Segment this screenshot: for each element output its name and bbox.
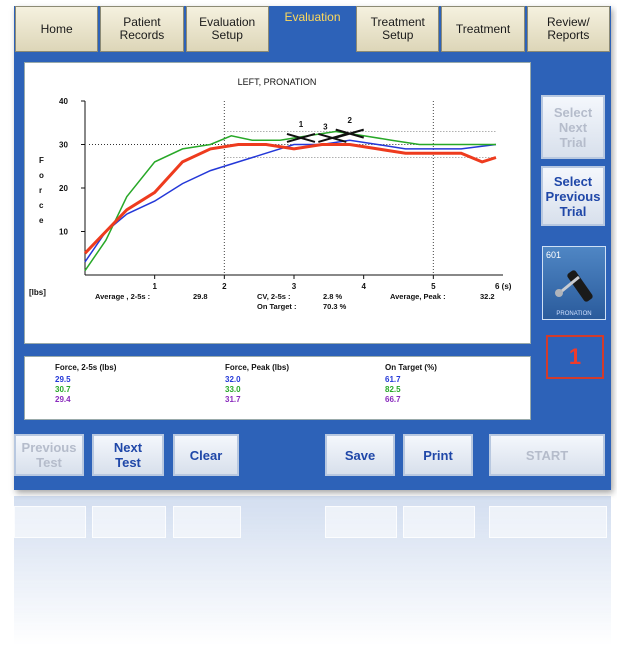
y-axis-label: o: [39, 171, 44, 180]
results-cell: 82.5: [385, 385, 401, 394]
trial-number-display: 1: [546, 335, 604, 379]
results-cell: 30.7: [55, 385, 71, 394]
tab-patient-records-label: Patient Records: [119, 15, 165, 42]
peak-label: 2: [348, 116, 353, 125]
stat-average-value: 29.8: [193, 292, 208, 301]
tab-home-label: Home: [40, 21, 73, 36]
stat-peak-label: Average, Peak :: [390, 292, 446, 301]
stat-on-target-label: On Target :: [257, 302, 296, 311]
y-axis-unit: [lbs]: [29, 288, 46, 297]
select-previous-trial-button[interactable]: Select Previous Trial: [541, 166, 605, 226]
force-series-line: [83, 143, 497, 255]
results-table: Force, 2-5s (lbs) Force, Peak (lbs) On Tar…: [55, 363, 437, 404]
x-tick-label: 5: [431, 282, 436, 291]
reflection-shape: [14, 506, 86, 538]
next-test-button[interactable]: Next Test: [92, 434, 164, 476]
tab-evaluation-setup-label: Evaluation Setup: [199, 15, 256, 42]
y-tick-label: 30: [59, 141, 68, 150]
y-axis-label: e: [39, 216, 44, 225]
chart-title: LEFT, PRONATION: [238, 77, 317, 87]
tab-treatment[interactable]: Treatment: [441, 6, 525, 52]
select-next-trial-label: Select Next Trial: [553, 104, 593, 150]
x-axis-unit: 6 (s): [495, 282, 512, 291]
reflection-shape: [173, 506, 241, 538]
tab-review-reports-label: Review/ Reports: [546, 15, 590, 42]
results-cell: 31.7: [225, 395, 241, 404]
reflection-shape: [92, 506, 166, 538]
tab-review-reports[interactable]: Review/ Reports: [526, 6, 610, 52]
results-cell: 33.0: [225, 385, 241, 394]
trial-thumbnail-caption: PRONATION: [556, 311, 592, 317]
tab-treatment-setup-label: Treatment Setup: [370, 15, 425, 42]
stat-cv-value: 2.8 %: [323, 292, 343, 301]
y-tick-label: 10: [59, 228, 68, 237]
reflection-shape: [325, 506, 397, 538]
stat-peak-value: 32.2: [480, 292, 495, 301]
start-button[interactable]: START: [489, 434, 605, 476]
start-label: START: [525, 447, 569, 463]
y-axis-label: c: [39, 201, 44, 210]
print-button[interactable]: Print: [403, 434, 473, 476]
app-window: Home Patient Records Evaluation Setup Ev…: [14, 6, 611, 490]
save-button[interactable]: Save: [325, 434, 395, 476]
tab-home[interactable]: Home: [15, 6, 99, 52]
peak-marker: [318, 133, 347, 143]
tab-evaluation-setup[interactable]: Evaluation Setup: [185, 6, 269, 52]
reflection-shape: [489, 506, 607, 538]
y-axis-label: r: [39, 186, 42, 195]
reflection-shape: [403, 506, 475, 538]
select-previous-trial-label: Select Previous Trial: [545, 173, 601, 219]
tab-treatment-setup[interactable]: Treatment Setup: [356, 6, 440, 52]
trial-thumbnail[interactable]: 601 PRONATION: [542, 246, 606, 320]
x-tick-label: 3: [292, 282, 297, 291]
results-cell: 66.7: [385, 395, 401, 404]
previous-test-button[interactable]: Previous Test: [14, 434, 84, 476]
select-next-trial-button[interactable]: Select Next Trial: [541, 95, 605, 159]
stat-average-label: Average , 2-5s :: [95, 292, 150, 301]
trial-thumbnail-id: 601: [546, 250, 562, 260]
previous-test-label: Previous Test: [21, 440, 77, 470]
peak-marker: [286, 133, 316, 143]
main-tabs: Home Patient Records Evaluation Setup Ev…: [14, 6, 611, 52]
x-tick-label: 1: [152, 282, 157, 291]
save-label: Save: [344, 447, 376, 463]
results-cell: 29.5: [55, 375, 71, 384]
clear-label: Clear: [189, 447, 223, 463]
peak-label: 1: [299, 120, 304, 129]
results-summary: Force, 2-5s (lbs) Force, Peak (lbs) On Tar…: [24, 356, 531, 420]
clear-button[interactable]: Clear: [173, 434, 239, 476]
print-label: Print: [423, 447, 453, 463]
force-chart: LEFT, PRONATION 10 20 30 40 1 2 3 4 5 6 (s) [lbs] Fo…: [29, 77, 512, 311]
window-reflection: [14, 496, 611, 646]
y-tick-label: 20: [59, 184, 68, 193]
tab-evaluation-label: Evaluation: [284, 10, 341, 24]
stat-on-target-value: 70.3 %: [323, 302, 347, 311]
x-tick-label: 2: [222, 282, 227, 291]
results-column-header: On Target (%): [385, 363, 437, 372]
tab-evaluation[interactable]: Evaluation: [270, 6, 355, 52]
pronation-tool-icon: [555, 270, 593, 302]
results-column-header: Force, Peak (lbs): [225, 363, 289, 372]
peak-marker: [335, 128, 365, 139]
y-axis-label: F: [39, 156, 44, 165]
force-series-line: [84, 130, 496, 272]
results-cell: 61.7: [385, 375, 401, 384]
next-test-label: Next Test: [113, 440, 143, 470]
peak-label: 3: [323, 122, 328, 131]
results-cell: 32.0: [225, 375, 241, 384]
stat-cv-label: CV, 2-5s :: [257, 292, 291, 301]
x-tick-label: 4: [361, 282, 366, 291]
tab-treatment-label: Treatment: [455, 21, 511, 36]
results-cell: 29.4: [55, 395, 71, 404]
tab-patient-records[interactable]: Patient Records: [100, 6, 184, 52]
force-series-line: [84, 139, 497, 263]
results-column-header: Force, 2-5s (lbs): [55, 363, 117, 372]
y-tick-label: 40: [59, 97, 68, 106]
